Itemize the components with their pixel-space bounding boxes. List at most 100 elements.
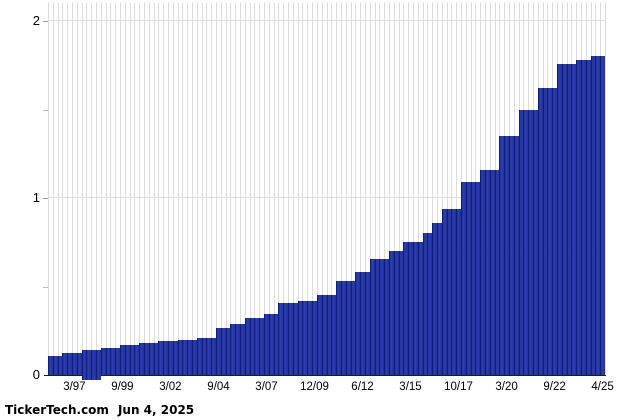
bar	[600, 56, 606, 375]
bar	[196, 337, 202, 375]
bar	[168, 341, 174, 375]
bar	[417, 242, 423, 375]
x-axis-label: 3/20	[495, 381, 518, 393]
vertical-gridline	[182, 3, 184, 375]
bar	[412, 242, 419, 375]
x-axis-label: 4/25	[591, 381, 614, 393]
bar	[297, 300, 303, 375]
bar	[384, 259, 390, 375]
bar	[244, 318, 250, 375]
x-axis-label: 3/07	[255, 381, 278, 393]
vertical-gridline	[422, 3, 424, 375]
bar	[542, 88, 548, 375]
bar	[67, 352, 73, 375]
bar	[158, 341, 164, 375]
x-axis-label: 9/22	[543, 381, 566, 393]
vertical-gridline	[134, 3, 136, 375]
bar	[48, 355, 54, 375]
bar	[86, 350, 92, 380]
vertical-gridline	[235, 3, 237, 375]
bar	[144, 343, 150, 375]
bar	[547, 88, 553, 375]
bar	[62, 352, 68, 375]
vertical-gridline	[441, 3, 443, 375]
vertical-gridline	[388, 3, 390, 375]
bar	[91, 350, 97, 380]
vertical-gridline	[316, 3, 318, 375]
vertical-gridline	[374, 3, 376, 375]
bar	[499, 136, 505, 375]
vertical-gridline	[158, 3, 160, 375]
vertical-gridline	[129, 3, 131, 375]
vertical-gridline	[412, 3, 414, 375]
vertical-gridline	[369, 3, 371, 375]
bar	[360, 271, 366, 375]
bar	[566, 63, 572, 375]
bar	[201, 337, 207, 375]
bar	[273, 313, 279, 375]
vertical-gridline	[163, 3, 165, 375]
vertical-gridline	[345, 3, 347, 375]
bar	[288, 303, 294, 375]
vertical-gridline	[331, 3, 333, 375]
vertical-gridline	[273, 3, 275, 375]
bar	[211, 337, 217, 375]
bar	[177, 339, 183, 375]
y-minor-tick	[43, 287, 48, 288]
vertical-gridline	[120, 3, 122, 375]
bar	[264, 313, 270, 375]
bar	[398, 251, 404, 375]
bar	[100, 347, 106, 375]
footer-source-text: TickerTech.com	[5, 403, 109, 417]
bar	[537, 88, 543, 375]
bar	[403, 242, 409, 375]
y-major-tick	[43, 21, 48, 22]
y-axis-label: 0	[32, 367, 40, 382]
vertical-gridline	[321, 3, 323, 375]
bar	[292, 303, 299, 375]
bar	[336, 281, 342, 375]
bar	[518, 109, 524, 375]
x-axis-label: 9/04	[207, 381, 230, 393]
y-axis-label: 1	[32, 190, 40, 205]
vertical-gridline	[62, 3, 64, 375]
bar	[460, 182, 467, 375]
x-axis-label: 12/09	[300, 381, 329, 393]
bar	[556, 63, 563, 375]
bar	[268, 313, 275, 375]
vertical-gridline	[105, 3, 107, 375]
vertical-gridline	[326, 3, 328, 375]
vertical-gridline	[312, 3, 314, 375]
vertical-gridline	[225, 3, 227, 375]
bar	[72, 352, 78, 375]
vertical-gridline	[432, 3, 434, 375]
vertical-gridline	[206, 3, 208, 375]
bar	[369, 259, 375, 375]
vertical-gridline	[115, 3, 117, 375]
vertical-gridline	[240, 3, 242, 375]
bar	[585, 59, 591, 375]
vertical-gridline	[76, 3, 78, 375]
vertical-gridline	[196, 3, 198, 375]
vertical-gridline	[307, 3, 309, 375]
bar	[57, 355, 63, 375]
vertical-gridline	[259, 3, 261, 375]
vertical-gridline	[355, 3, 357, 375]
vertical-gridline	[220, 3, 222, 375]
vertical-gridline	[456, 3, 458, 375]
x-axis-label: 6/12	[351, 381, 374, 393]
vertical-gridline	[48, 3, 49, 375]
bar	[451, 208, 457, 375]
bar	[465, 182, 471, 375]
vertical-gridline	[336, 3, 338, 375]
horizontal-gridline	[48, 20, 605, 21]
vertical-gridline	[230, 3, 232, 375]
bar	[172, 341, 178, 375]
bar	[120, 344, 126, 375]
vertical-gridline	[153, 3, 155, 375]
vertical-gridline	[288, 3, 290, 375]
bar	[528, 109, 534, 375]
bar	[134, 344, 140, 375]
bar	[590, 56, 596, 375]
bar	[532, 109, 539, 375]
